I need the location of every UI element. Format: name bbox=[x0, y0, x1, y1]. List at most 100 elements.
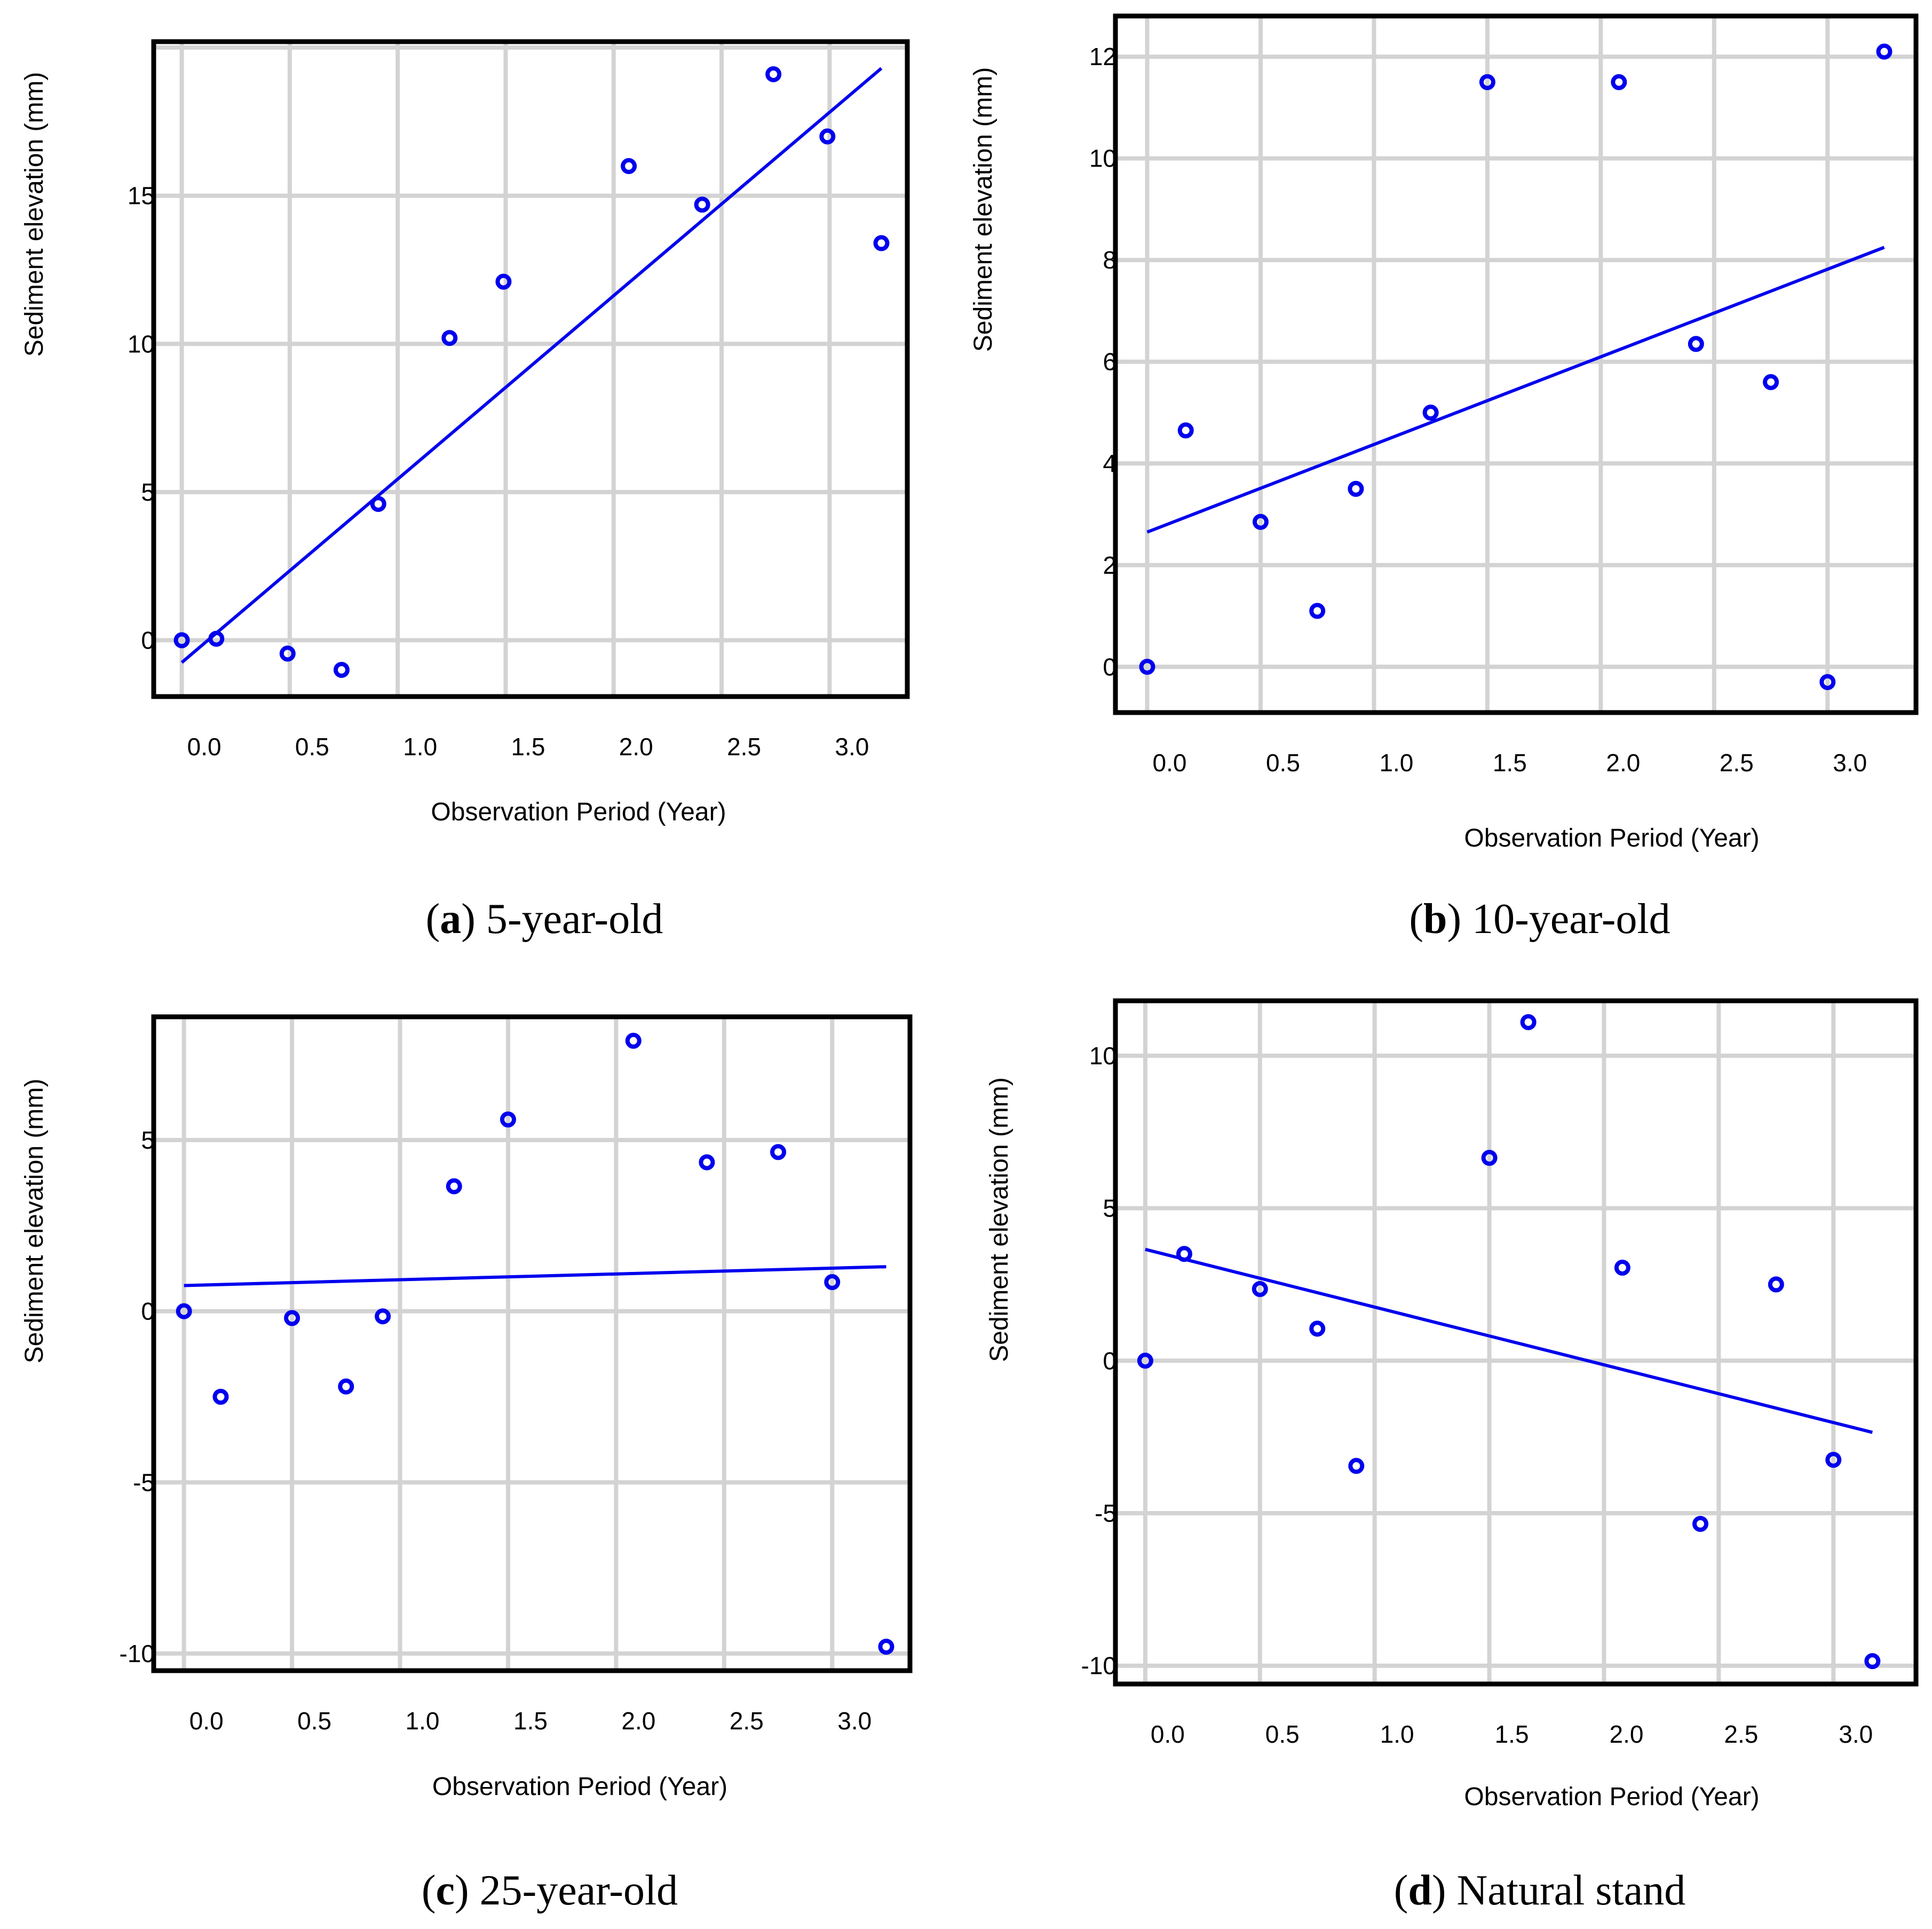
regression-line bbox=[184, 1265, 886, 1287]
data-point bbox=[1137, 1353, 1153, 1369]
data-point bbox=[1876, 43, 1893, 60]
regression-line bbox=[1146, 246, 1885, 534]
data-point bbox=[1252, 513, 1269, 530]
y-axis-label: Sediment elevation (mm) bbox=[969, 67, 997, 352]
data-point bbox=[1176, 1246, 1192, 1262]
x-tick-label: 0.5 bbox=[1266, 749, 1300, 777]
data-point bbox=[824, 1274, 841, 1291]
x-tick-label: 2.0 bbox=[1609, 1720, 1643, 1748]
chart-panel-a: 0.0 0.5 1.0 1.5 2.0 2.5 3.0 0 5 10 15 Observation P… bbox=[20, 39, 910, 943]
x-tick-label: 1.0 bbox=[1379, 749, 1413, 777]
data-point bbox=[500, 1111, 516, 1128]
data-point bbox=[1819, 674, 1836, 690]
y-axis-label: Sediment elevation (mm) bbox=[985, 1077, 1013, 1362]
data-point bbox=[375, 1308, 391, 1325]
caption-paren-open: ( bbox=[422, 1867, 436, 1914]
data-point bbox=[1825, 1452, 1842, 1468]
data-point bbox=[1479, 74, 1495, 90]
data-point bbox=[1614, 1260, 1630, 1276]
x-tick-label: 0.0 bbox=[1153, 749, 1187, 777]
x-tick-label: 3.0 bbox=[835, 733, 869, 761]
data-point bbox=[1252, 1281, 1268, 1297]
caption-letter: b bbox=[1423, 896, 1447, 943]
x-tick-label: 1.5 bbox=[1495, 1720, 1529, 1748]
y-tick-label: -10 bbox=[1081, 1652, 1117, 1680]
data-point bbox=[621, 158, 637, 175]
data-point bbox=[1309, 603, 1326, 619]
x-tick-label: 1.5 bbox=[1493, 749, 1527, 777]
y-tick-label: 0 bbox=[141, 627, 155, 654]
x-tick-label: 3.0 bbox=[837, 1707, 872, 1735]
regression-line bbox=[180, 67, 883, 664]
data-point bbox=[1692, 1516, 1708, 1532]
caption-paren-close: ) bbox=[1447, 896, 1472, 943]
data-point bbox=[333, 662, 350, 678]
plot-frame bbox=[1113, 13, 1919, 715]
y-tick-label: 10 bbox=[1089, 145, 1117, 172]
data-point bbox=[446, 1178, 462, 1195]
plot-frame bbox=[151, 39, 910, 699]
data-point bbox=[1611, 74, 1627, 90]
data-point bbox=[1481, 1150, 1498, 1166]
data-point bbox=[338, 1378, 354, 1395]
y-tick-label: -10 bbox=[120, 1640, 155, 1667]
caption-text: 10-year-old bbox=[1472, 896, 1670, 943]
y-tick-label: -5 bbox=[133, 1468, 155, 1496]
y-tick-label: 8 bbox=[1103, 246, 1117, 274]
y-axis-label: Sediment elevation (mm) bbox=[20, 72, 49, 357]
x-tick-label: 2.0 bbox=[619, 733, 653, 761]
panel-caption: (a) 5-year-old bbox=[426, 896, 663, 943]
y-tick-label: 2 bbox=[1103, 551, 1117, 579]
x-tick-label: 0.0 bbox=[187, 733, 221, 761]
data-point bbox=[208, 630, 225, 647]
y-tick-label: 15 bbox=[128, 182, 155, 210]
caption-letter: c bbox=[436, 1867, 455, 1914]
x-tick-label: 0.5 bbox=[1265, 1720, 1300, 1748]
data-point bbox=[1309, 1321, 1326, 1337]
panel-caption: (d) Natural stand bbox=[1394, 1867, 1686, 1914]
data-point bbox=[212, 1388, 229, 1405]
x-tick-label: 2.5 bbox=[730, 1707, 764, 1735]
x-tick-label: 1.5 bbox=[513, 1707, 548, 1735]
plot-frame bbox=[151, 1014, 913, 1673]
y-tick-label: 0 bbox=[1103, 1347, 1117, 1374]
caption-text: Natural stand bbox=[1457, 1867, 1686, 1914]
caption-paren-close: ) bbox=[1432, 1867, 1457, 1914]
x-tick-label: 2.5 bbox=[1724, 1720, 1758, 1748]
panel-caption: (b) 10-year-old bbox=[1409, 896, 1670, 943]
grid bbox=[1115, 16, 1916, 713]
caption-text: 25-year-old bbox=[480, 1867, 678, 1914]
grid bbox=[154, 42, 907, 697]
data-point bbox=[1139, 659, 1155, 675]
regression-line bbox=[1145, 1247, 1873, 1434]
y-tick-label: 6 bbox=[1103, 348, 1117, 376]
y-axis-label: Sediment elevation (mm) bbox=[20, 1079, 49, 1364]
data-point bbox=[1520, 1014, 1537, 1030]
data-point bbox=[173, 632, 190, 649]
data-point bbox=[765, 66, 782, 83]
x-tick-label: 2.5 bbox=[1720, 749, 1754, 777]
x-tick-label: 2.0 bbox=[621, 1707, 655, 1735]
data-point bbox=[1348, 480, 1364, 497]
x-tick-label: 1.5 bbox=[511, 733, 545, 761]
caption-paren-open: ( bbox=[426, 896, 440, 943]
x-axis-label: Observation Period (Year) bbox=[1464, 1783, 1759, 1811]
x-tick-label: 0.5 bbox=[297, 1707, 331, 1735]
data-point bbox=[1177, 422, 1194, 439]
y-tick-label: 12 bbox=[1089, 43, 1117, 70]
grid bbox=[154, 1017, 910, 1671]
data-point bbox=[625, 1032, 642, 1049]
data-point bbox=[176, 1303, 192, 1319]
data-point bbox=[770, 1144, 787, 1160]
x-tick-label: 1.0 bbox=[406, 1707, 440, 1735]
data-point bbox=[1688, 336, 1704, 352]
y-tick-label: 5 bbox=[141, 1126, 155, 1154]
y-tick-label: 0 bbox=[1103, 653, 1117, 681]
data-point bbox=[699, 1154, 715, 1171]
chart-panel-b: 0.0 0.5 1.0 1.5 2.0 2.5 3.0 0 2 4 6 8 10 12 Observatio… bbox=[969, 13, 1919, 943]
x-tick-label: 1.0 bbox=[1380, 1720, 1414, 1748]
x-tick-label: 0.5 bbox=[295, 733, 329, 761]
y-tick-label: 5 bbox=[141, 478, 155, 506]
data-point bbox=[878, 1639, 894, 1655]
